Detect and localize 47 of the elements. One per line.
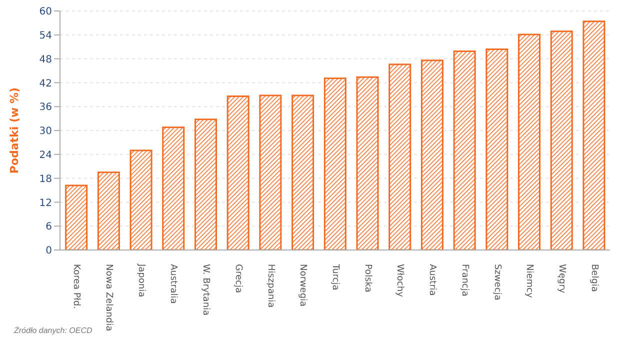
- x-tick-label: Norwegia: [298, 264, 308, 307]
- x-tick-label: Korea Płd.: [71, 264, 82, 309]
- y-tick-label: 18: [39, 174, 52, 185]
- x-tick-label: Francja: [459, 264, 470, 296]
- bar: [486, 48, 508, 250]
- bar: [292, 94, 314, 250]
- bar: [356, 76, 379, 250]
- x-tick-label: Węgry: [556, 264, 566, 294]
- y-tick-label: 6: [46, 222, 52, 233]
- bar: [582, 20, 606, 250]
- x-tick-label: Włochy: [394, 264, 405, 298]
- x-tick-label: Grecja: [232, 264, 243, 293]
- y-tick-label: 42: [39, 78, 52, 90]
- y-tick-label: 0: [46, 246, 52, 257]
- bar: [518, 34, 541, 250]
- bar: [130, 150, 152, 250]
- bar: [162, 126, 185, 250]
- y-tick-label: 60: [39, 6, 52, 18]
- x-tick-label: Nowa Zelandia: [104, 264, 114, 332]
- y-tick-label: 24: [39, 150, 52, 161]
- bar: [324, 78, 346, 250]
- x-tick-label: Polska: [362, 264, 372, 292]
- y-tick-label: 54: [39, 30, 52, 42]
- x-tick-label: Belgia: [588, 264, 599, 292]
- bar: [420, 60, 444, 250]
- bar: [388, 64, 412, 250]
- bar: [194, 118, 217, 250]
- bar: [453, 50, 476, 250]
- bar: [226, 95, 250, 250]
- x-tick-label: Australia: [168, 264, 178, 304]
- x-tick-label: Japonia: [136, 263, 146, 298]
- x-tick-label: W. Brytania: [200, 264, 211, 316]
- y-tick-label: 36: [39, 102, 52, 114]
- x-tick-label: Hiszpania: [265, 264, 276, 308]
- y-tick-label: 12: [39, 198, 52, 209]
- x-tick-label: Szwecja: [492, 264, 502, 300]
- bar: [65, 184, 88, 250]
- bar: [259, 94, 282, 250]
- x-tick-label: Turcja: [330, 263, 340, 290]
- y-axis-title: Podatki (w %): [8, 87, 21, 174]
- bar: [97, 172, 120, 250]
- x-tick-label: Niemcy: [524, 264, 534, 298]
- y-tick-label: 48: [39, 54, 52, 66]
- text: Źródło danych: OECD: [14, 326, 92, 335]
- x-tick-label: Austria: [427, 264, 438, 296]
- bar: [550, 30, 573, 250]
- y-tick-label: 30: [39, 126, 52, 138]
